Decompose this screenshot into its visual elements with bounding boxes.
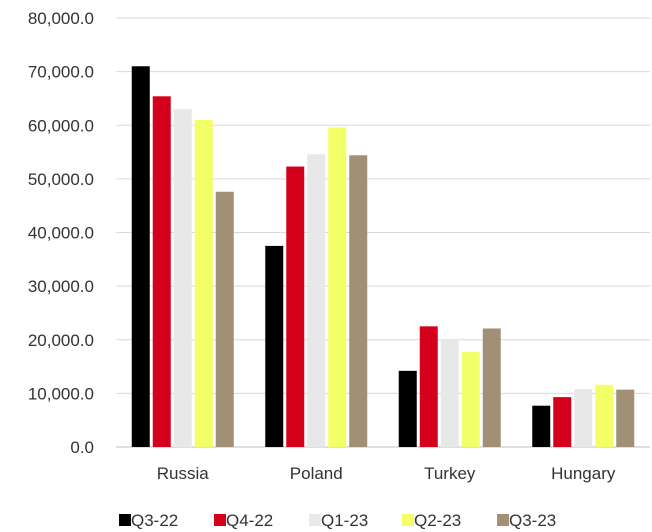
y-axis: 0.0 10,000.0 20,000.0 30,000.0 40,000.0 50,00… <box>28 9 94 457</box>
legend-swatch-q1-23 <box>309 514 321 526</box>
bar-poland-q4-22 <box>286 166 305 447</box>
x-axis: Russia Poland Turkey Hungary <box>157 464 616 483</box>
y-tick-label: 70,000.0 <box>28 63 94 82</box>
y-tick-label: 40,000.0 <box>28 224 94 243</box>
legend: Q3-22 Q4-22 Q1-23 Q2-23 Q3-23 <box>119 511 556 530</box>
bar-turkey-q2-23 <box>461 352 480 447</box>
y-tick-label: 80,000.0 <box>28 9 94 28</box>
y-tick-label: 20,000.0 <box>28 331 94 350</box>
bar-russia-q4-22 <box>152 96 171 447</box>
bar-turkey-q1-23 <box>440 339 459 447</box>
legend-label-q4-22: Q4-22 <box>226 511 273 530</box>
legend-swatch-q2-23 <box>402 514 414 526</box>
bar-hungary-q1-23 <box>574 389 593 447</box>
bar-russia-q2-23 <box>194 119 213 447</box>
category-label-turkey: Turkey <box>424 464 476 483</box>
bar-hungary-q3-23 <box>616 389 635 447</box>
bar-hungary-q3-22 <box>532 405 551 447</box>
legend-label-q3-23: Q3-23 <box>509 511 556 530</box>
y-tick-label: 30,000.0 <box>28 277 94 296</box>
legend-label-q2-23: Q2-23 <box>414 511 461 530</box>
legend-swatch-q3-23 <box>497 514 509 526</box>
bar-russia-q3-22 <box>131 66 150 447</box>
bar-poland-q3-23 <box>349 155 368 447</box>
bar-russia-q3-23 <box>215 191 234 447</box>
legend-swatch-q3-22 <box>119 514 131 526</box>
bar-turkey-q4-22 <box>419 326 438 447</box>
bar-poland-q2-23 <box>328 127 347 448</box>
category-label-poland: Poland <box>290 464 343 483</box>
bar-russia-q1-23 <box>173 109 192 447</box>
category-label-hungary: Hungary <box>551 464 616 483</box>
bar-turkey-q3-22 <box>398 370 417 447</box>
bar-hungary-q4-22 <box>553 397 572 447</box>
category-label-russia: Russia <box>157 464 210 483</box>
bar-hungary-q2-23 <box>595 384 614 447</box>
y-tick-label: 0.0 <box>70 438 94 457</box>
y-tick-label: 50,000.0 <box>28 170 94 189</box>
bar-turkey-q3-23 <box>482 328 501 447</box>
legend-swatch-q4-22 <box>214 514 226 526</box>
bar-poland-q3-22 <box>265 245 284 447</box>
bars <box>131 66 635 448</box>
y-tick-label: 10,000.0 <box>28 384 94 403</box>
legend-label-q1-23: Q1-23 <box>321 511 368 530</box>
y-tick-label: 60,000.0 <box>28 116 94 135</box>
legend-label-q3-22: Q3-22 <box>131 511 178 530</box>
bar-poland-q1-23 <box>307 154 326 447</box>
